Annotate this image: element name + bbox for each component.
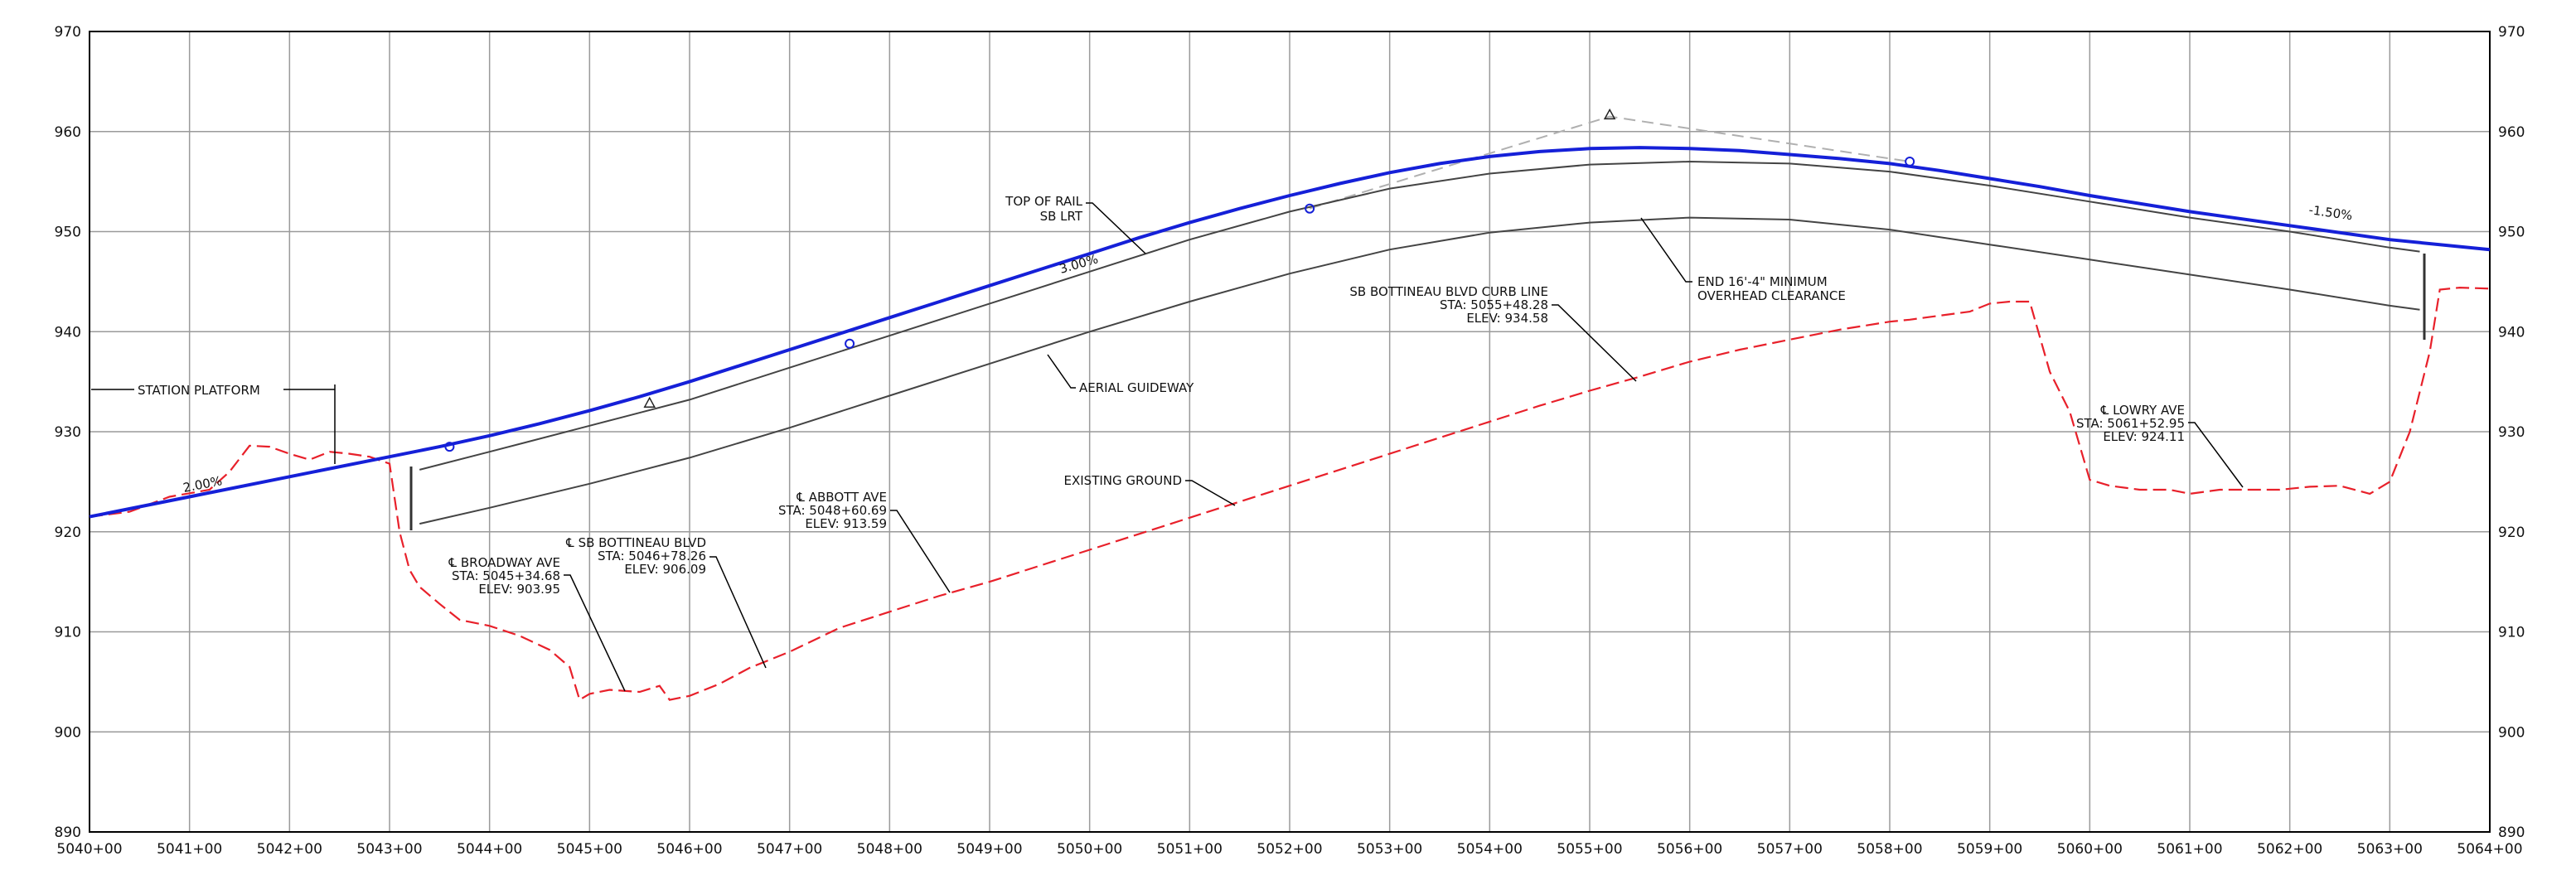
grade-label-middle: 3.00% bbox=[1058, 251, 1100, 276]
top-of-rail-leader bbox=[1086, 202, 1146, 254]
curb-line-label-sta: STA: 5055+48.28 bbox=[1440, 297, 1548, 312]
pvi-triangle-marker bbox=[643, 396, 656, 408]
station-tick-label: 5046+00 bbox=[656, 841, 722, 858]
top-of-rail-line bbox=[89, 146, 2491, 519]
grade-label-right: -1.50% bbox=[2307, 202, 2353, 223]
station-tick-label: 5062+00 bbox=[2257, 841, 2322, 858]
top-of-rail-label-line2: SB LRT bbox=[1040, 209, 1083, 224]
elevation-tick-label-right: 930 bbox=[2498, 424, 2525, 441]
clearance-note-line2: OVERHEAD CLEARANCE bbox=[1697, 288, 1846, 303]
elevation-tick-label-right: 920 bbox=[2498, 525, 2525, 541]
existing-ground-label: EXISTING GROUND bbox=[1064, 473, 1183, 488]
grid bbox=[90, 31, 2490, 832]
pi-circle-marker bbox=[1305, 203, 1315, 214]
abbott-label-name: ℄ ABBOTT AVE bbox=[796, 490, 887, 505]
station-tick-label: 5047+00 bbox=[757, 841, 822, 858]
station-tick-label: 5043+00 bbox=[356, 841, 422, 858]
sb-bottineau-label-name: ℄ SB BOTTINEAU BLVD bbox=[565, 535, 706, 550]
sb-bottineau-leader bbox=[709, 556, 767, 669]
clearance-leader bbox=[1640, 217, 1692, 283]
elevation-tick-label-right: 890 bbox=[2498, 824, 2525, 841]
aerial-guideway-top-line bbox=[419, 160, 2420, 471]
station-tick-label: 5050+00 bbox=[1057, 841, 1122, 858]
broadway-label-name: ℄ BROADWAY AVE bbox=[448, 555, 560, 570]
top-of-rail-label-line1: TOP OF RAIL bbox=[1005, 194, 1082, 209]
station-tick-label: 5059+00 bbox=[1957, 841, 2022, 858]
pi-circle-marker bbox=[1905, 156, 1915, 167]
curb-line-leader bbox=[1552, 304, 1637, 382]
curb-line-label-elev: ELEV: 934.58 bbox=[1466, 311, 1548, 326]
sb-bottineau-label-elev: ELEV: 906.09 bbox=[624, 562, 706, 577]
pi-circle-marker bbox=[444, 442, 455, 452]
station-tick-label: 5056+00 bbox=[1657, 841, 1722, 858]
elevation-tick-label-left: 920 bbox=[55, 525, 81, 541]
station-platform-label: STATION PLATFORM bbox=[138, 383, 260, 398]
aerial-guideway-bottom-line bbox=[419, 216, 2420, 525]
elevation-tick-label-left: 890 bbox=[55, 824, 81, 841]
lowry-leader bbox=[2188, 422, 2244, 488]
aerial-guideway-leader bbox=[1047, 354, 1076, 389]
abbott-label-sta: STA: 5048+60.69 bbox=[778, 503, 887, 518]
station-tick-label: 5060+00 bbox=[2057, 841, 2123, 858]
vertical-tangent-lines bbox=[1309, 115, 1910, 210]
broadway-leader bbox=[564, 574, 626, 692]
station-tick-label: 5048+00 bbox=[857, 841, 922, 858]
elevation-tick-label-left: 900 bbox=[55, 724, 81, 741]
plot-frame bbox=[89, 31, 2491, 833]
broadway-label-elev: ELEV: 903.95 bbox=[478, 582, 560, 597]
existing-ground-leader bbox=[1185, 480, 1236, 506]
clearance-note-line1: END 16'-4" MINIMUM bbox=[1697, 274, 1828, 289]
pvi-triangle-marker bbox=[1603, 108, 1616, 120]
abbott-leader bbox=[890, 510, 951, 593]
elevation-tick-label-left: 960 bbox=[55, 124, 81, 141]
elevation-tick-label-right: 970 bbox=[2498, 24, 2525, 41]
elevation-tick-label-right: 910 bbox=[2498, 625, 2525, 641]
station-tick-label: 5054+00 bbox=[1457, 841, 1523, 858]
elevation-tick-label-right: 950 bbox=[2498, 225, 2525, 241]
station-tick-label: 5044+00 bbox=[457, 841, 522, 858]
station-tick-label: 5045+00 bbox=[557, 841, 622, 858]
pi-circle-marker bbox=[845, 338, 855, 349]
station-tick-label: 5053+00 bbox=[1357, 841, 1422, 858]
station-tick-label: 5041+00 bbox=[157, 841, 222, 858]
station-tick-label: 5042+00 bbox=[257, 841, 322, 858]
station-tick-label: 5049+00 bbox=[956, 841, 1022, 858]
broadway-label-sta: STA: 5045+34.68 bbox=[452, 568, 560, 583]
station-tick-label: 5051+00 bbox=[1157, 841, 1223, 858]
curb-line-label-name: SB BOTTINEAU BLVD CURB LINE bbox=[1349, 284, 1548, 299]
station-tick-label: 5061+00 bbox=[2157, 841, 2222, 858]
station-tick-label: 5063+00 bbox=[2357, 841, 2423, 858]
elevation-tick-label-left: 910 bbox=[55, 625, 81, 641]
elevation-tick-label-left: 970 bbox=[55, 24, 81, 41]
station-tick-label: 5055+00 bbox=[1557, 841, 1622, 858]
station-tick-label: 5058+00 bbox=[1857, 841, 1922, 858]
station-tick-label: 5052+00 bbox=[1257, 841, 1322, 858]
aerial-guideway-label: AERIAL GUIDEWAY bbox=[1079, 380, 1194, 395]
lowry-label-elev: ELEV: 924.11 bbox=[2103, 429, 2185, 444]
elevation-tick-label-left: 940 bbox=[55, 324, 81, 341]
sb-bottineau-label-sta: STA: 5046+78.26 bbox=[598, 549, 706, 563]
lowry-label-name: ℄ LOWRY AVE bbox=[2100, 403, 2185, 418]
station-tick-label: 5040+00 bbox=[56, 841, 122, 858]
existing-ground-line bbox=[89, 286, 2491, 702]
elevation-tick-label-right: 960 bbox=[2498, 124, 2525, 141]
station-tick-label: 5057+00 bbox=[1757, 841, 1823, 858]
elevation-tick-label-right: 900 bbox=[2498, 724, 2525, 741]
elevation-tick-label-left: 930 bbox=[55, 424, 81, 441]
abbott-label-elev: ELEV: 913.59 bbox=[805, 516, 887, 531]
elevation-tick-label-left: 950 bbox=[55, 225, 81, 241]
axis-ticks: 5040+00 5041+00 5042+00 5043+00 5044+00 5045+… bbox=[55, 24, 2525, 858]
lowry-label-sta: STA: 5061+52.95 bbox=[2076, 416, 2185, 431]
elevation-tick-label-right: 940 bbox=[2498, 324, 2525, 341]
profile-markers bbox=[444, 108, 1915, 452]
station-tick-label: 5064+00 bbox=[2457, 841, 2522, 858]
